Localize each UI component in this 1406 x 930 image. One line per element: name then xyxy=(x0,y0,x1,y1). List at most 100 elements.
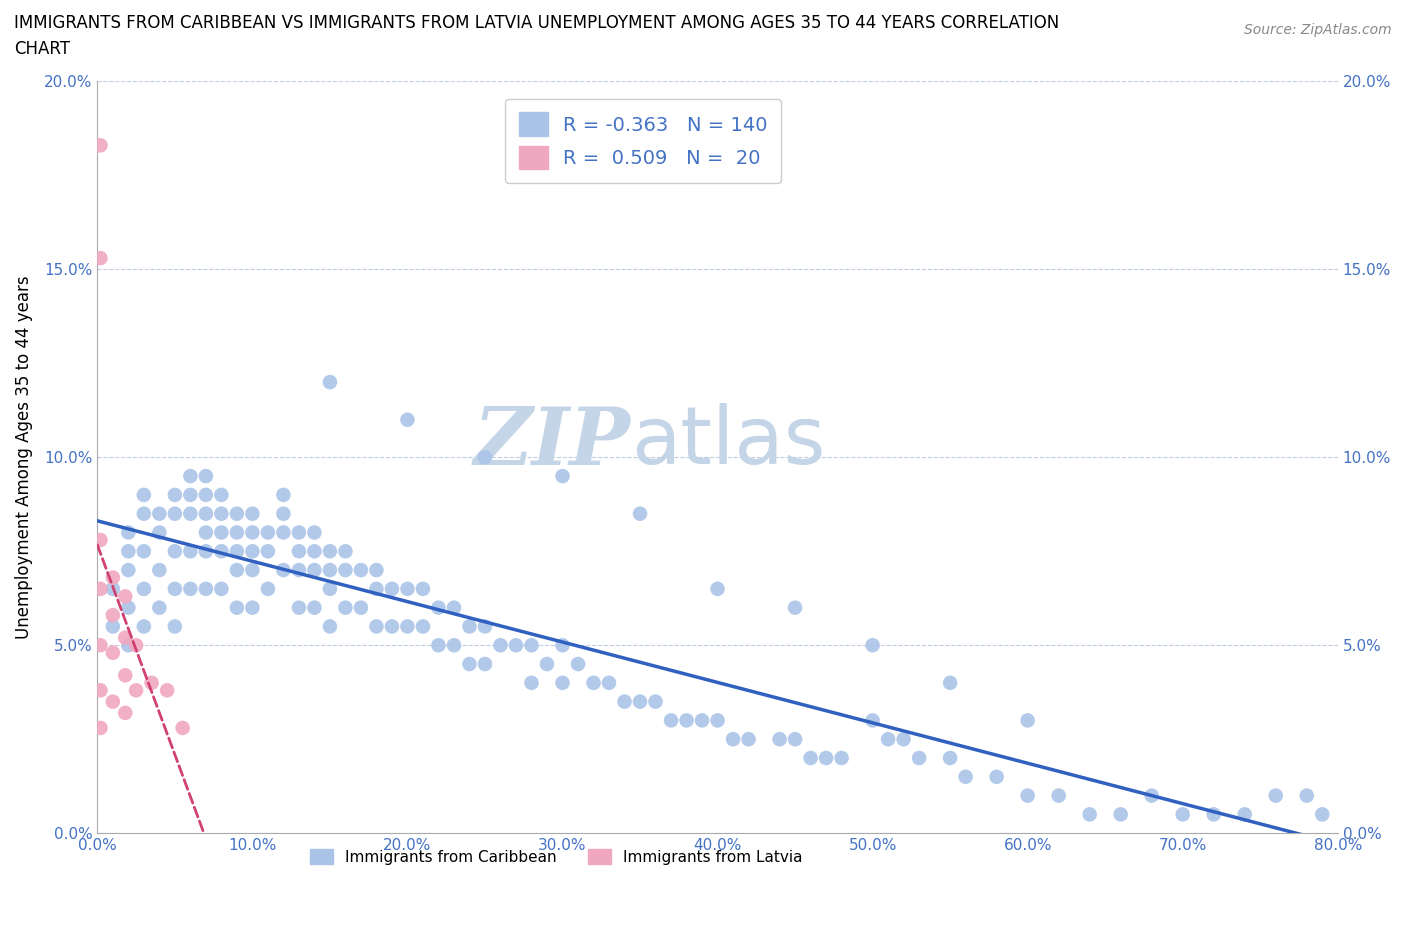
Point xyxy=(659,713,682,728)
Point xyxy=(117,544,139,559)
Point xyxy=(163,487,186,502)
Point xyxy=(474,657,496,671)
Point xyxy=(273,563,295,578)
Point xyxy=(288,563,311,578)
Point xyxy=(628,694,651,709)
Point xyxy=(179,469,201,484)
Point xyxy=(132,544,155,559)
Point xyxy=(706,581,728,596)
Point xyxy=(117,638,139,653)
Point xyxy=(132,619,155,634)
Point xyxy=(381,581,404,596)
Point xyxy=(273,487,295,502)
Point xyxy=(163,544,186,559)
Point xyxy=(89,721,111,736)
Point xyxy=(396,619,419,634)
Point xyxy=(783,732,806,747)
Text: CHART: CHART xyxy=(14,40,70,58)
Point xyxy=(319,563,342,578)
Point xyxy=(288,544,311,559)
Point xyxy=(768,732,790,747)
Point xyxy=(101,619,124,634)
Point xyxy=(319,544,342,559)
Point xyxy=(551,638,574,653)
Point xyxy=(396,581,419,596)
Legend: Immigrants from Caribbean, Immigrants from Latvia: Immigrants from Caribbean, Immigrants fr… xyxy=(304,843,808,870)
Point xyxy=(179,487,201,502)
Point xyxy=(148,563,170,578)
Point xyxy=(800,751,823,765)
Point xyxy=(505,638,527,653)
Point xyxy=(381,619,404,634)
Point xyxy=(225,544,247,559)
Point xyxy=(412,581,434,596)
Point xyxy=(939,751,962,765)
Point xyxy=(1017,713,1039,728)
Point xyxy=(194,506,217,521)
Point xyxy=(319,375,342,390)
Point xyxy=(114,706,136,721)
Point xyxy=(179,506,201,521)
Point xyxy=(721,732,744,747)
Point xyxy=(89,251,111,266)
Point xyxy=(225,506,247,521)
Point xyxy=(242,544,264,559)
Point xyxy=(520,638,543,653)
Point xyxy=(613,694,636,709)
Text: ZIP: ZIP xyxy=(474,404,631,481)
Point xyxy=(257,544,280,559)
Point xyxy=(783,600,806,615)
Point xyxy=(304,563,326,578)
Point xyxy=(1078,807,1101,822)
Point xyxy=(458,619,481,634)
Point xyxy=(132,487,155,502)
Point xyxy=(101,694,124,709)
Point xyxy=(551,675,574,690)
Point xyxy=(1140,788,1163,803)
Point xyxy=(939,675,962,690)
Point xyxy=(908,751,931,765)
Point xyxy=(877,732,900,747)
Point xyxy=(225,600,247,615)
Point xyxy=(1171,807,1194,822)
Point xyxy=(132,581,155,596)
Point xyxy=(148,506,170,521)
Point xyxy=(242,506,264,521)
Point xyxy=(815,751,838,765)
Point xyxy=(179,544,201,559)
Point xyxy=(366,619,388,634)
Point xyxy=(427,600,450,615)
Point xyxy=(706,713,728,728)
Point xyxy=(125,683,148,698)
Point xyxy=(89,533,111,548)
Point xyxy=(366,581,388,596)
Point xyxy=(986,769,1008,784)
Point xyxy=(242,525,264,540)
Point xyxy=(1202,807,1225,822)
Point xyxy=(396,412,419,427)
Point xyxy=(536,657,558,671)
Point xyxy=(125,638,148,653)
Point xyxy=(288,600,311,615)
Point xyxy=(225,525,247,540)
Point xyxy=(114,589,136,604)
Point xyxy=(209,581,232,596)
Point xyxy=(350,563,373,578)
Point xyxy=(427,638,450,653)
Point xyxy=(304,600,326,615)
Point xyxy=(831,751,853,765)
Point xyxy=(304,525,326,540)
Point xyxy=(209,544,232,559)
Point xyxy=(567,657,589,671)
Point xyxy=(893,732,915,747)
Point xyxy=(89,638,111,653)
Point xyxy=(1233,807,1256,822)
Point xyxy=(194,544,217,559)
Point xyxy=(117,525,139,540)
Point xyxy=(101,607,124,622)
Point xyxy=(117,563,139,578)
Point xyxy=(1295,788,1317,803)
Point xyxy=(148,600,170,615)
Point xyxy=(163,619,186,634)
Point xyxy=(194,525,217,540)
